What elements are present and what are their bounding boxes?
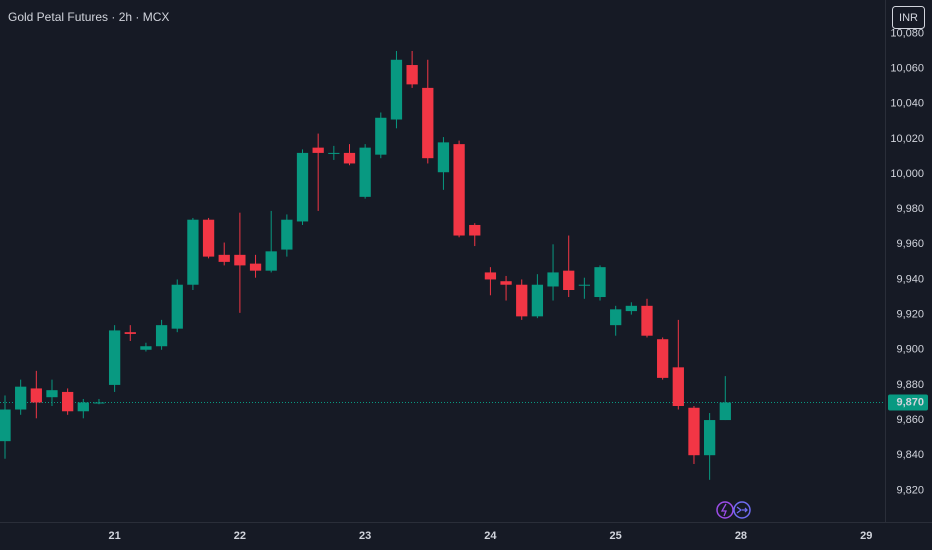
candle-body <box>249 263 262 271</box>
candle-body <box>641 305 653 336</box>
currency-label[interactable]: INR <box>899 12 918 24</box>
candle-body <box>265 251 277 271</box>
candle-body <box>296 152 309 222</box>
candle-body <box>328 152 340 154</box>
candle-body <box>124 332 136 334</box>
candle-body <box>390 59 403 120</box>
y-tick-label: 10,000 <box>890 168 924 180</box>
y-tick-label: 9,960 <box>896 238 924 250</box>
candle-body <box>93 402 105 404</box>
y-tick-label: 10,020 <box>890 133 924 145</box>
x-tick-label: 23 <box>359 530 371 542</box>
y-tick-label: 10,080 <box>890 27 924 39</box>
x-tick-label: 28 <box>735 530 747 542</box>
y-tick-label: 9,920 <box>896 309 924 321</box>
candle-body <box>657 339 669 378</box>
candle-body <box>62 391 74 412</box>
y-tick-label: 9,840 <box>896 449 924 461</box>
candle-body <box>30 388 42 403</box>
candle-body <box>547 272 559 287</box>
y-tick-label: 10,060 <box>890 62 924 74</box>
candle-body <box>343 152 356 164</box>
candle-body <box>437 142 450 173</box>
y-tick-label: 9,820 <box>896 484 924 496</box>
candle-body <box>500 281 512 285</box>
candle-body <box>202 219 215 257</box>
candle-body <box>563 270 575 290</box>
currency-button[interactable]: INR <box>892 6 925 29</box>
candle-body <box>234 254 246 266</box>
candle-body <box>77 402 89 412</box>
candle-body <box>594 267 606 298</box>
x-tick-label: 24 <box>484 530 497 542</box>
candle-body <box>719 402 731 421</box>
candle-body <box>46 390 58 398</box>
candle-body <box>359 147 371 197</box>
candle-body <box>375 117 387 155</box>
candle-body <box>453 144 465 236</box>
event-icons[interactable] <box>716 501 751 519</box>
candle-body <box>171 284 183 329</box>
candle-body <box>281 219 293 250</box>
x-tick-label: 22 <box>234 530 246 542</box>
candle-body <box>610 309 622 326</box>
candle-body <box>0 409 11 442</box>
currency-button-box[interactable] <box>892 6 925 29</box>
event-icon-glyph <box>720 503 727 517</box>
event-icon-glyph <box>736 506 748 514</box>
chart-title: Gold Petal Futures · 2h · MCX <box>8 10 169 24</box>
candle-body <box>108 330 121 385</box>
candle-body <box>578 284 590 286</box>
candle-body <box>688 407 700 456</box>
candle-body <box>469 224 481 236</box>
y-tick-label: 9,880 <box>896 379 924 391</box>
candle-body <box>484 272 497 280</box>
candle-body <box>531 284 544 317</box>
candle-body <box>672 367 684 406</box>
y-tick-label: 9,940 <box>896 273 924 285</box>
x-tick-label: 21 <box>108 530 120 542</box>
y-tick-label: 9,980 <box>896 203 924 215</box>
candle-body <box>406 65 418 85</box>
candle-body <box>703 420 716 456</box>
candle-body <box>312 147 324 153</box>
last-price-label: 9,870 <box>896 396 924 408</box>
candle-body <box>422 87 434 159</box>
candle-body <box>155 325 168 347</box>
y-tick-label: 10,040 <box>890 98 924 110</box>
candle-body <box>625 305 637 312</box>
candle-body <box>187 219 199 285</box>
event-icon[interactable] <box>716 501 734 519</box>
x-tick-label: 29 <box>860 530 872 542</box>
candle-body <box>140 346 152 350</box>
candle-body <box>218 254 230 262</box>
candle-body <box>15 386 27 410</box>
y-tick-label: 9,860 <box>896 414 924 426</box>
x-tick-label: 25 <box>610 530 622 542</box>
y-tick-label: 9,900 <box>896 344 924 356</box>
last-price-box <box>888 394 928 411</box>
candle-body <box>516 284 528 317</box>
